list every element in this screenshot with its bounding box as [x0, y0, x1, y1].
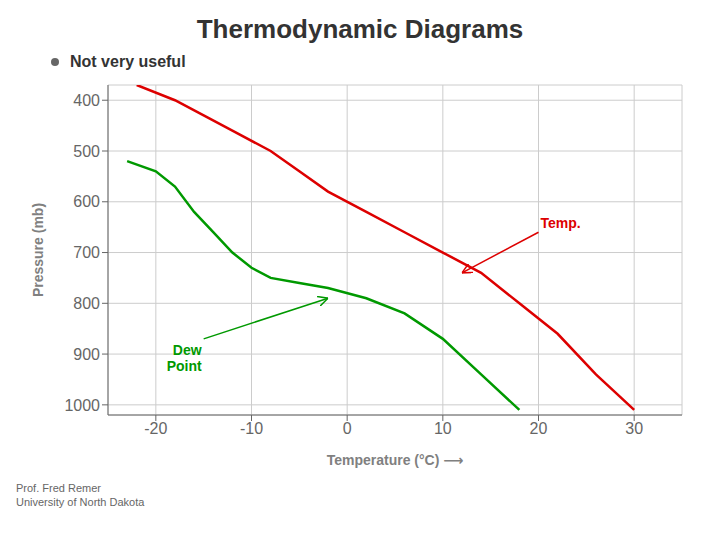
html-text:Prof. Fred Remer: Prof. Fred Remer	[16, 482, 101, 494]
svg-text:Temp.: Temp.	[541, 215, 581, 231]
svg-text:30: 30	[625, 420, 643, 437]
html-text:Not very useful: Not very useful	[70, 53, 186, 70]
svg-text:600: 600	[73, 193, 100, 210]
svg-text:900: 900	[73, 346, 100, 363]
html-text:University of North Dakota: University of North Dakota	[16, 496, 145, 508]
svg-text:1000: 1000	[64, 397, 100, 414]
svg-text:800: 800	[73, 295, 100, 312]
svg-text:400: 400	[73, 92, 100, 109]
svg-text:DewPoint: DewPoint	[167, 342, 202, 374]
svg-text:10: 10	[434, 420, 452, 437]
svg-text:-10: -10	[240, 420, 263, 437]
svg-text:-20: -20	[144, 420, 167, 437]
svg-text:700: 700	[73, 244, 100, 261]
svg-text:0: 0	[343, 420, 352, 437]
svg-text:Temperature (°C) ⟶: Temperature (°C) ⟶	[327, 452, 464, 468]
svg-text:Pressure (mb): Pressure (mb)	[30, 203, 46, 297]
html-text:Thermodynamic Diagrams: Thermodynamic Diagrams	[196, 14, 524, 44]
svg-text:500: 500	[73, 143, 100, 160]
svg-text:20: 20	[530, 420, 548, 437]
